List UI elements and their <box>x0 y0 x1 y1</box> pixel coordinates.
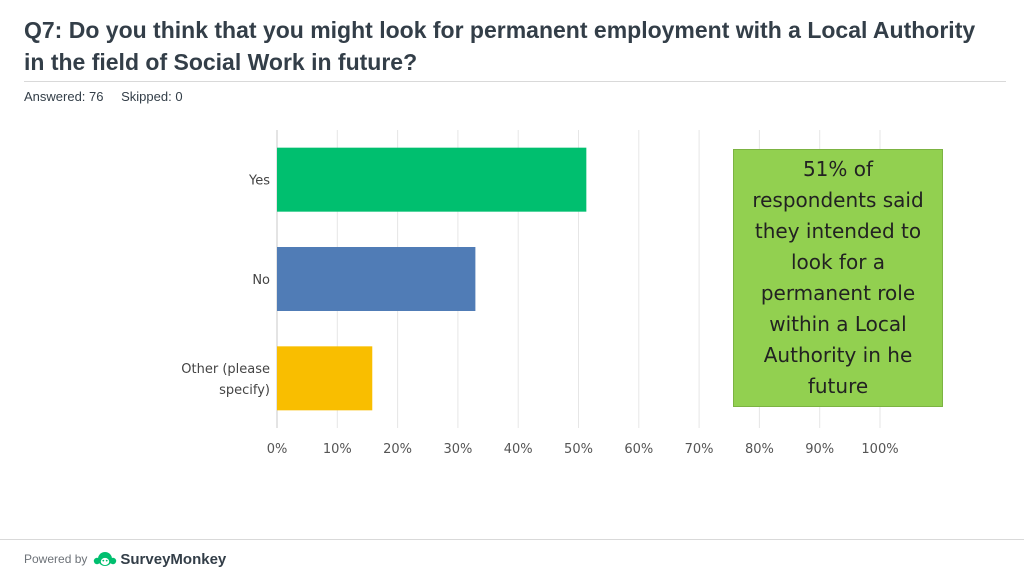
powered-by-label: Powered by <box>24 552 88 566</box>
surveymonkey-brand[interactable]: SurveyMonkey <box>93 551 226 568</box>
category-label: Yes <box>248 174 270 189</box>
x-tick-label: 80% <box>745 442 774 457</box>
brand-name: SurveyMonkey <box>120 550 227 568</box>
x-tick-label: 0% <box>267 442 288 457</box>
x-tick-label: 20% <box>383 442 412 457</box>
x-tick-label: 50% <box>564 442 593 457</box>
header-divider <box>24 81 1006 82</box>
x-tick-label: 30% <box>443 442 472 457</box>
surveymonkey-logo-icon <box>94 552 117 566</box>
answered-count: Answered: 76 <box>24 89 104 104</box>
question-title: Q7: Do you think that you might look for… <box>24 17 976 75</box>
footer-divider <box>0 539 1024 540</box>
skipped-count: Skipped: 0 <box>121 89 183 104</box>
category-label: Other (please specify) <box>181 362 270 398</box>
summary-callout: 51% of respondents said they intended to… <box>733 149 943 407</box>
category-label: No <box>252 273 270 288</box>
x-tick-label: 10% <box>323 442 352 457</box>
bar-other-please-specify[interactable] <box>277 346 373 411</box>
bar-no[interactable] <box>277 247 476 311</box>
footer: Powered by SurveyMonkey <box>24 548 226 570</box>
response-stats: Answered: 76 Skipped: 0 <box>24 89 197 104</box>
category-labels: Yes No Other (please specify) <box>181 174 270 398</box>
summary-callout-text: 51% of respondents said they intended to… <box>752 157 924 398</box>
bar-yes[interactable] <box>277 147 587 212</box>
x-axis-ticks: 0% 10% 20% 30% 40% 50% 60% 70% 80% 90% 100% <box>267 442 899 457</box>
x-tick-label: 60% <box>624 442 653 457</box>
x-tick-label: 90% <box>805 442 834 457</box>
x-tick-label: 100% <box>861 442 898 457</box>
x-tick-label: 70% <box>685 442 714 457</box>
chart-bars <box>277 147 587 411</box>
x-tick-label: 40% <box>504 442 533 457</box>
